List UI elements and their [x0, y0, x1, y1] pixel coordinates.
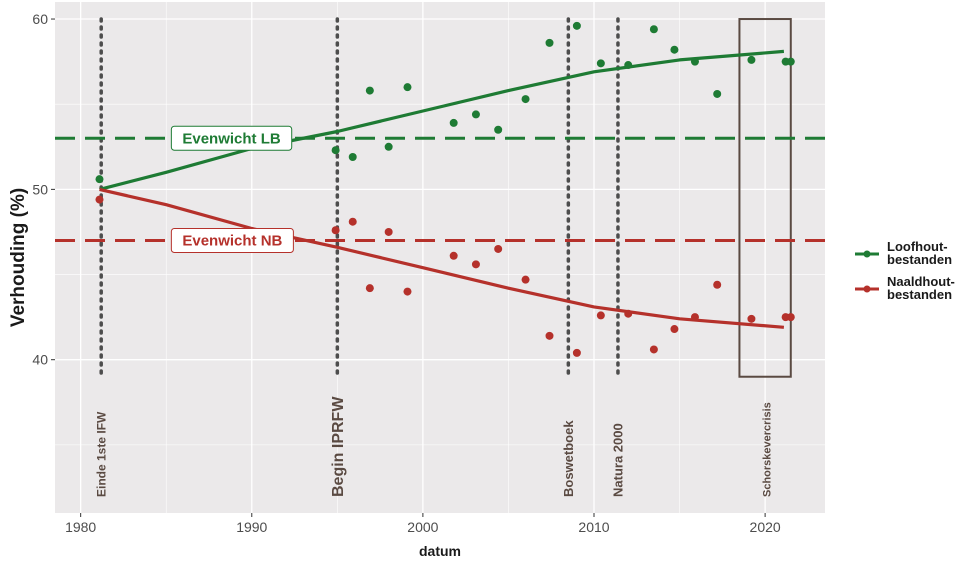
data-point	[713, 89, 722, 98]
data-point	[471, 110, 480, 119]
x-tick-label: 1980	[65, 519, 96, 535]
legend-label-line: bestanden	[887, 252, 952, 267]
event-label: Einde 1ste IFW	[94, 411, 108, 497]
legend-label: Loofhout-bestanden	[887, 239, 952, 267]
y-tick-label: 40	[32, 352, 48, 368]
legend-key-point	[863, 285, 871, 293]
x-tick-label: 2000	[407, 519, 438, 535]
data-point	[331, 226, 340, 235]
event-box	[738, 18, 792, 378]
x-axis-title: datum	[419, 543, 461, 559]
data-point	[348, 153, 357, 162]
data-point	[649, 345, 658, 354]
plot-panel	[55, 2, 825, 513]
data-point	[670, 45, 679, 54]
legend-label-line: Naaldhout-	[887, 274, 955, 289]
legend-label-line: bestanden	[887, 287, 952, 302]
equilibrium-label: Evenwicht NB	[170, 227, 294, 253]
y-tick-label: 50	[32, 181, 48, 197]
data-point	[365, 284, 374, 293]
axes: 1980 1990 2000 2010 2020 40 50 60 datum Verhoudin…	[8, 11, 781, 559]
data-point	[95, 175, 104, 184]
equilibrium-label-box	[170, 125, 293, 151]
data-point	[449, 251, 458, 260]
data-point	[624, 61, 633, 70]
y-tick-label: 60	[32, 11, 48, 27]
data-point	[690, 313, 699, 322]
event-label: Begin IPRFW	[330, 396, 347, 497]
y-axis-title: Verhouding (%)	[8, 188, 29, 327]
equilibrium-label-text: Evenwicht LB	[182, 130, 281, 147]
data-point	[521, 275, 530, 284]
data-point	[747, 314, 756, 323]
data-point	[545, 38, 554, 47]
data-point	[331, 146, 340, 155]
data-point	[690, 57, 699, 66]
data-point	[670, 325, 679, 334]
data-point	[449, 118, 458, 127]
data-point	[384, 227, 393, 236]
data-point	[786, 313, 795, 322]
event-labels: Einde 1ste IFW Begin IPRFW Boswetboek Natur…	[94, 396, 773, 497]
data-point	[596, 311, 605, 320]
x-tick-label: 2020	[750, 519, 781, 535]
data-point	[348, 217, 357, 226]
data-point	[545, 331, 554, 340]
x-tick-label: 1990	[236, 519, 267, 535]
data-point	[713, 280, 722, 289]
event-label: Boswetboek	[561, 420, 576, 497]
event-label: Natura 2000	[611, 423, 626, 497]
equilibrium-label-text: Evenwicht NB	[182, 232, 282, 249]
data-points	[95, 21, 795, 357]
event-label: Schorskevercrisis	[762, 402, 774, 497]
legend-key-point	[863, 250, 871, 258]
data-point	[494, 244, 503, 253]
data-point	[403, 287, 412, 296]
equilibrium-labels: Evenwicht LB Evenwicht NB	[170, 125, 294, 253]
x-tick-label: 2010	[578, 519, 609, 535]
data-point	[624, 309, 633, 318]
grid-lines	[55, 2, 825, 513]
data-point	[403, 83, 412, 92]
equilibrium-label-box	[170, 227, 294, 253]
equilibrium-label: Evenwicht LB	[170, 125, 293, 151]
data-point	[649, 25, 658, 34]
legend-label: Naaldhout-bestanden	[887, 274, 955, 302]
data-point	[494, 125, 503, 134]
trend-line	[99, 49, 785, 191]
data-point	[747, 55, 756, 64]
legend-label-line: Loofhout-	[887, 239, 948, 254]
data-point	[786, 57, 795, 66]
trend-line	[99, 187, 785, 329]
data-point	[596, 59, 605, 68]
data-point	[521, 95, 530, 104]
data-point	[572, 21, 581, 30]
data-point	[95, 195, 104, 204]
data-point	[471, 260, 480, 269]
data-point	[384, 142, 393, 151]
data-point	[572, 348, 581, 357]
data-point	[365, 86, 374, 95]
trend-lines	[99, 49, 785, 329]
